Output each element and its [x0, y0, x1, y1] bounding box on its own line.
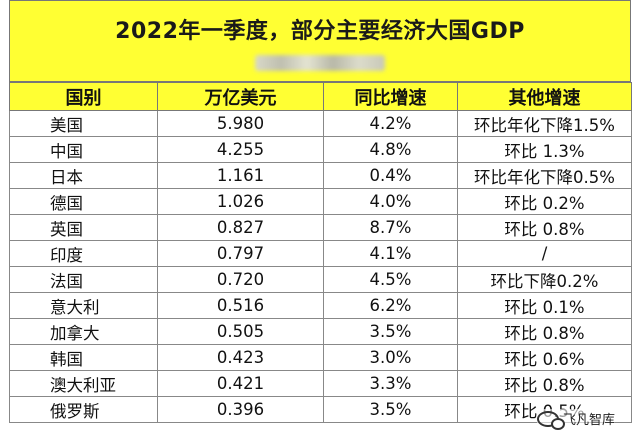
blurred-subtitle: [255, 55, 385, 71]
cell-other: 环比 0.2%: [457, 188, 632, 215]
cell-other: 环比 0.8%: [457, 370, 632, 397]
gdp-sheet: 2022年一季度，部分主要经济大国GDP 国别 万亿美元 同比增速 其他增速 美…: [9, 0, 632, 436]
cell-yoy: 4.5%: [323, 266, 458, 293]
cell-gdp: 4.255: [157, 136, 324, 163]
table-row: 日本 1.161 0.4% 环比年化下降0.5%: [9, 162, 632, 189]
watermark-text: 飞凡智库: [562, 413, 615, 428]
cell-gdp: 0.421: [157, 370, 324, 397]
table-body: 美国 5.980 4.2% 环比年化下降1.5% 中国 4.255 4.8% 环比 1.3% 日…: [9, 110, 632, 423]
cell-yoy: 6.2%: [323, 292, 458, 319]
gdp-table: 国别 万亿美元 同比增速 其他增速 美国 5.980 4.2% 环比年化下降1.5% 中…: [9, 82, 632, 423]
table-row: 中国 4.255 4.8% 环比 1.3%: [9, 136, 632, 163]
watermark: 飞凡智库: [536, 409, 615, 430]
cell-country: 俄罗斯: [9, 396, 158, 423]
cell-other: 环比年化下降1.5%: [457, 110, 632, 137]
cell-gdp: 0.516: [157, 292, 324, 319]
table-row: 加拿大 0.505 3.5% 环比 0.8%: [9, 318, 632, 345]
cell-country: 中国: [9, 136, 158, 163]
cell-yoy: 3.0%: [323, 344, 458, 371]
table-row: 印度 0.797 4.1% /: [9, 240, 632, 267]
cell-yoy: 4.2%: [323, 110, 458, 137]
cell-other: 环比 0.8%: [457, 214, 632, 241]
cell-yoy: 3.5%: [323, 396, 458, 423]
cell-gdp: 1.161: [157, 162, 324, 189]
table-header-row: 国别 万亿美元 同比增速 其他增速: [9, 82, 632, 111]
header-country: 国别: [9, 82, 158, 111]
cell-gdp: 0.505: [157, 318, 324, 345]
cell-gdp: 0.797: [157, 240, 324, 267]
cell-gdp: 5.980: [157, 110, 324, 137]
cell-yoy: 8.7%: [323, 214, 458, 241]
cell-yoy: 4.0%: [323, 188, 458, 215]
table-row: 意大利 0.516 6.2% 环比 0.1%: [9, 292, 632, 319]
cell-country: 德国: [9, 188, 158, 215]
header-gdp: 万亿美元: [157, 82, 324, 111]
cell-yoy: 0.4%: [323, 162, 458, 189]
page-title: 2022年一季度，部分主要经济大国GDP: [115, 19, 525, 44]
table-row: 澳大利亚 0.421 3.3% 环比 0.8%: [9, 370, 632, 397]
cell-gdp: 0.720: [157, 266, 324, 293]
cell-gdp: 0.423: [157, 344, 324, 371]
wechat-icon: [536, 410, 565, 430]
cell-other: 环比 1.3%: [457, 136, 632, 163]
cell-other: 环比年化下降0.5%: [457, 162, 632, 189]
cell-yoy: 4.1%: [323, 240, 458, 267]
cell-gdp: 0.396: [157, 396, 324, 423]
cell-gdp: 0.827: [157, 214, 324, 241]
cell-country: 澳大利亚: [9, 370, 158, 397]
table-row: 英国 0.827 8.7% 环比 0.8%: [9, 214, 632, 241]
cell-other: /: [457, 240, 632, 267]
title-block: 2022年一季度，部分主要经济大国GDP: [9, 0, 631, 82]
cell-country: 日本: [9, 162, 158, 189]
table-row: 韩国 0.423 3.0% 环比 0.6%: [9, 344, 632, 371]
cell-country: 韩国: [9, 344, 158, 371]
cell-yoy: 3.5%: [323, 318, 458, 345]
table-row: 法国 0.720 4.5% 环比下降0.2%: [9, 266, 632, 293]
cell-gdp: 1.026: [157, 188, 324, 215]
table-row: 德国 1.026 4.0% 环比 0.2%: [9, 188, 632, 215]
cell-yoy: 4.8%: [323, 136, 458, 163]
cell-country: 美国: [9, 110, 158, 137]
cell-yoy: 3.3%: [323, 370, 458, 397]
cell-other: 环比 0.1%: [457, 292, 632, 319]
header-other: 其他增速: [457, 82, 632, 111]
cell-other: 环比下降0.2%: [457, 266, 632, 293]
cell-country: 英国: [9, 214, 158, 241]
table-row: 美国 5.980 4.2% 环比年化下降1.5%: [9, 110, 632, 137]
cell-country: 意大利: [9, 292, 158, 319]
cell-other: 环比 0.8%: [457, 318, 632, 345]
cell-country: 法国: [9, 266, 158, 293]
cell-other: 环比 0.6%: [457, 344, 632, 371]
header-yoy: 同比增速: [323, 82, 458, 111]
cell-country: 加拿大: [9, 318, 158, 345]
cell-country: 印度: [9, 240, 158, 267]
